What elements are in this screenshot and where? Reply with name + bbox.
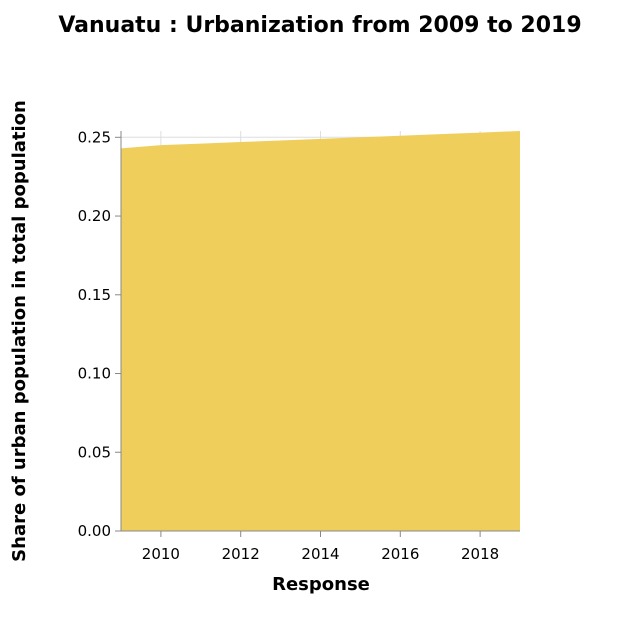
x-tick-label: 2014	[301, 545, 339, 563]
y-tick-label: 0.10	[78, 365, 111, 383]
plot-area	[121, 131, 520, 531]
axes	[115, 131, 520, 537]
y-tick-label: 0.25	[78, 128, 111, 146]
area-series	[121, 131, 520, 531]
y-tick-label: 0.05	[78, 443, 111, 461]
tick-labels: 0.00 0.05 0.10 0.15 0.20 0.25 2010 2012 2014 2016…	[78, 128, 500, 563]
x-axis-title: Response	[272, 574, 370, 595]
x-tick-label: 2018	[461, 545, 499, 563]
y-tick-label: 0.20	[78, 207, 111, 225]
y-tick-label: 0.00	[78, 522, 111, 540]
chart-title: Vanuatu : Urbanization from 2009 to 2019	[58, 13, 581, 38]
y-axis-title: Share of urban population in total popul…	[9, 100, 30, 562]
x-tick-label: 2016	[381, 545, 419, 563]
x-tick-label: 2012	[222, 545, 260, 563]
x-tick-label: 2010	[142, 545, 180, 563]
y-tick-label: 0.15	[78, 286, 111, 304]
